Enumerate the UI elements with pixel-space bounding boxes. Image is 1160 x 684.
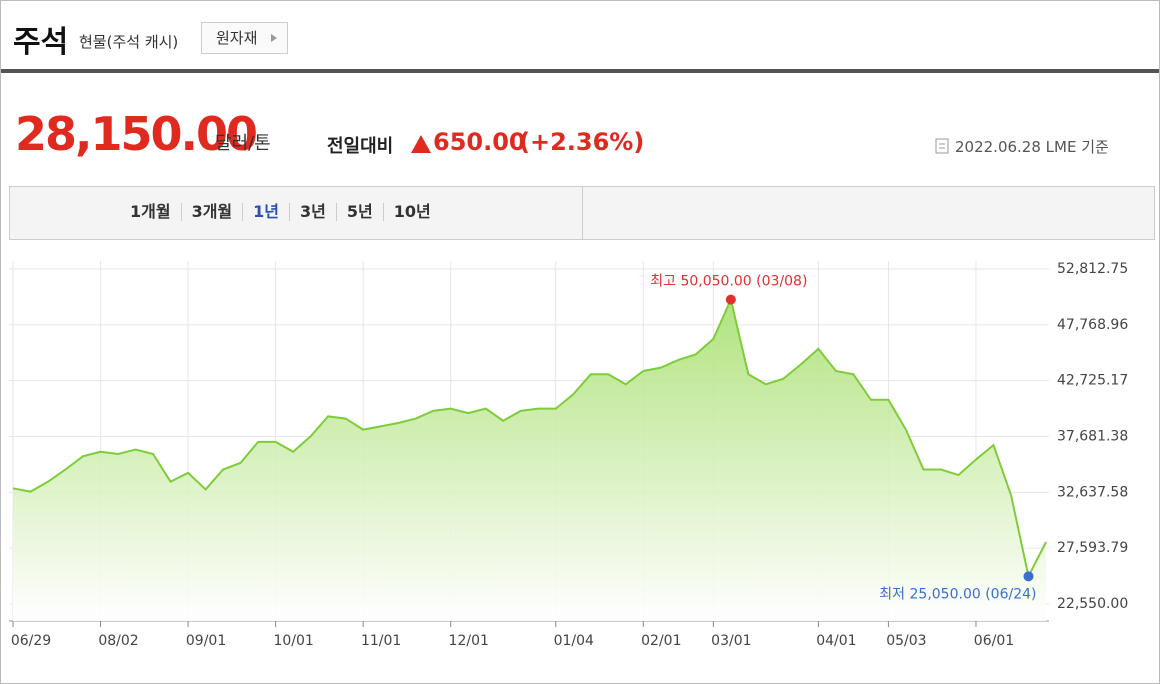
title: 주석	[13, 25, 69, 60]
category-button[interactable]: 원자재	[201, 22, 289, 54]
x-tick-label: 06/29	[11, 633, 51, 649]
change: 650.00	[433, 128, 526, 156]
divider	[582, 187, 583, 239]
tab[interactable]: 5년	[335, 203, 383, 221]
y-tick-label: 27,593.79	[1057, 540, 1128, 556]
x-tick-label: 09/01	[186, 633, 226, 649]
change-label: 전일대비	[327, 136, 394, 157]
area-fill	[13, 299, 1046, 621]
subtitle: 현물(주석 캐시)	[79, 33, 179, 51]
up-icon	[411, 135, 431, 153]
period-tabs: 1개월 3개월 1년 3년 5년 10년	[9, 186, 1155, 240]
arrow-icon	[271, 34, 278, 42]
x-tick-label: 02/01	[641, 633, 681, 649]
header: 주석 현물(주석 캐시) 원자재	[1, 1, 1159, 73]
unit: 달러/톤	[215, 133, 271, 154]
max-label: 최고 50,050.00 (03/08)	[650, 274, 807, 290]
max-point	[725, 294, 736, 305]
y-tick-label: 37,681.38	[1057, 428, 1128, 444]
tab[interactable]: 3년	[289, 203, 336, 221]
x-tick-label: 11/01	[361, 633, 401, 649]
x-tick-label: 12/01	[449, 633, 489, 649]
x-tick-label: 06/01	[974, 633, 1014, 649]
date: 2022.06.28 LME 기준	[955, 138, 1109, 156]
x-tick-label: 03/01	[711, 633, 751, 649]
y-tick-label: 52,812.75	[1057, 261, 1128, 277]
tab[interactable]: 10년	[382, 203, 441, 221]
chart: 22,550.00 27,593.79 32,637.58 37,681.38 42,7…	[9, 261, 1128, 649]
y-tick-label: 32,637.58	[1057, 484, 1128, 500]
date-icon	[935, 138, 949, 154]
x-tick-label: 05/03	[886, 633, 926, 649]
min-label: 최저 25,050.00 (06/24)	[879, 586, 1036, 602]
y-tick-label: 22,550.00	[1057, 596, 1128, 612]
min-point	[1023, 571, 1034, 582]
price-line	[12, 296, 1047, 580]
x-tick-label: 10/01	[273, 633, 313, 649]
tab[interactable]: 1개월	[130, 202, 171, 221]
change-percent: (+2.36%)	[519, 128, 645, 156]
tab[interactable]: 3개월	[180, 203, 243, 221]
button-label[interactable]: 원자재	[216, 29, 258, 47]
x-tick-label: 04/01	[816, 633, 856, 649]
tab[interactable]: 1년	[242, 203, 289, 221]
y-tick-label: 47,768.96	[1057, 317, 1128, 333]
tab-list: 1개월 3개월 1년 3년 5년 10년	[120, 203, 441, 221]
y-tick-label: 42,725.17	[1057, 373, 1128, 389]
x-tick-label: 01/04	[554, 633, 594, 649]
price: 28,150.00	[15, 107, 258, 161]
x-tick-label: 08/02	[98, 633, 138, 649]
